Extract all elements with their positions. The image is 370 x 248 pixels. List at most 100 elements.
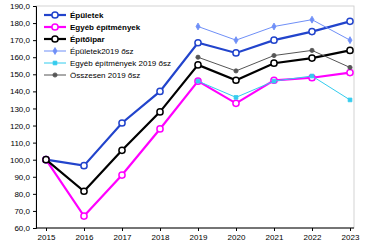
legend-label: Egyéb építmények xyxy=(70,23,141,32)
series-marker xyxy=(309,55,315,61)
x-tick-mark xyxy=(198,228,199,231)
y-tick: 180,0 xyxy=(10,19,36,28)
series-marker xyxy=(271,77,277,83)
y-tick-label: 130,0 xyxy=(10,105,31,114)
plot-frame xyxy=(36,6,354,228)
series-marker xyxy=(347,18,353,24)
legend-label: Összesen 2019 ősz xyxy=(70,71,140,80)
y-tick-mark xyxy=(33,211,36,212)
y-tick-mark xyxy=(33,108,36,109)
y-tick-mark xyxy=(33,177,36,178)
x-tick: 2021 xyxy=(266,228,284,242)
y-tick-label: 140,0 xyxy=(10,87,31,96)
y-tick-label: 170,0 xyxy=(10,36,31,45)
series-marker xyxy=(43,157,49,163)
x-tick: 2018 xyxy=(152,228,170,242)
series-marker xyxy=(157,126,163,132)
x-tick-mark xyxy=(84,228,85,231)
series-marker xyxy=(119,147,125,153)
legend-entry: Épületek xyxy=(44,11,104,20)
y-tick-mark xyxy=(33,74,36,75)
y-tick-label: 110,0 xyxy=(11,139,31,148)
x-tick: 2017 xyxy=(114,228,132,242)
legend-entry: Egyéb építmények xyxy=(44,23,141,32)
series-marker xyxy=(348,98,352,102)
y-tick-mark xyxy=(33,143,36,144)
x-tick-label: 2018 xyxy=(152,233,170,242)
x-tick-label: 2015 xyxy=(38,233,56,242)
y-tick-mark xyxy=(33,228,36,229)
x-tick-label: 2023 xyxy=(342,233,360,242)
series-marker xyxy=(119,120,125,126)
legend-marker xyxy=(52,12,58,18)
y-tick-label: 160,0 xyxy=(10,53,31,62)
x-tick-label: 2017 xyxy=(114,233,132,242)
x-tick: 2022 xyxy=(304,228,322,242)
x-tick-mark xyxy=(236,228,237,231)
legend-label: Egyéb építmények 2019 ősz xyxy=(70,59,171,68)
x-tick: 2023 xyxy=(342,228,360,242)
y-tick: 120,0 xyxy=(10,122,36,131)
series-marker xyxy=(347,47,353,53)
series-marker xyxy=(348,37,352,44)
y-tick: 190,0 xyxy=(10,2,36,11)
x-tick-label: 2022 xyxy=(304,233,322,242)
y-tick: 60,0 xyxy=(14,224,36,233)
series-marker xyxy=(309,75,315,81)
series-marker xyxy=(234,37,238,44)
series-marker xyxy=(347,70,353,76)
legend-marker xyxy=(53,48,57,55)
x-tick: 2019 xyxy=(190,228,208,242)
series-marker xyxy=(272,53,276,57)
y-tick: 150,0 xyxy=(10,70,36,79)
y-tick-label: 90,0 xyxy=(14,173,30,182)
y-tick: 160,0 xyxy=(10,53,36,62)
series-line xyxy=(46,73,350,216)
y-tick-mark xyxy=(33,6,36,7)
legend-label: Építőipar xyxy=(70,35,105,44)
legend-marker xyxy=(53,73,57,77)
series-marker xyxy=(348,65,352,69)
series-marker xyxy=(310,16,314,23)
series-marker xyxy=(272,79,276,83)
y-tick-mark xyxy=(33,57,36,58)
x-tick: 2016 xyxy=(76,228,94,242)
x-tick-label: 2020 xyxy=(228,233,246,242)
x-tick-mark xyxy=(350,228,351,231)
series-line xyxy=(46,50,350,191)
y-tick-label: 70,0 xyxy=(14,207,30,216)
y-tick-label: 80,0 xyxy=(14,190,30,199)
series-line xyxy=(198,20,350,40)
y-axis: 60,0 70,0 80,0 90,0 100,0 110,0 120,0 130,0 140,… xyxy=(10,2,37,233)
series-marker xyxy=(157,109,163,115)
series-marker xyxy=(233,77,239,83)
series-marker xyxy=(272,23,276,30)
x-tick-mark xyxy=(312,228,313,231)
series-marker xyxy=(157,88,163,94)
series-marker xyxy=(195,62,201,68)
y-tick-label: 190,0 xyxy=(10,2,31,11)
series-marker xyxy=(195,78,201,84)
legend-marker xyxy=(52,24,58,30)
plot: 60,0 70,0 80,0 90,0 100,0 110,0 120,0 130,0 140,… xyxy=(10,2,360,242)
y-axis-line xyxy=(33,7,37,229)
y-tick: 140,0 xyxy=(10,87,36,96)
legend-entry: Összesen 2019 ősz xyxy=(44,71,140,80)
series-marker xyxy=(196,23,200,30)
series-marker xyxy=(310,74,314,78)
series-marker xyxy=(271,37,277,43)
x-tick-mark xyxy=(160,228,161,231)
legend-entry: Egyéb építmények 2019 ősz xyxy=(44,59,171,68)
legend-label: Épületek xyxy=(70,11,104,20)
series-line xyxy=(46,21,350,165)
y-tick-label: 60,0 xyxy=(14,224,30,233)
series-marker xyxy=(233,50,239,56)
y-tick: 100,0 xyxy=(10,156,36,165)
x-axis: 2015 2016 2017 2018 2019 2020 2021 2022 2023 xyxy=(36,228,360,242)
y-tick: 110,0 xyxy=(11,139,36,148)
x-tick-label: 2021 xyxy=(266,233,284,242)
y-tick-mark xyxy=(33,194,36,195)
y-tick: 130,0 xyxy=(10,105,36,114)
series-marker xyxy=(196,79,200,83)
y-tick-mark xyxy=(33,23,36,24)
